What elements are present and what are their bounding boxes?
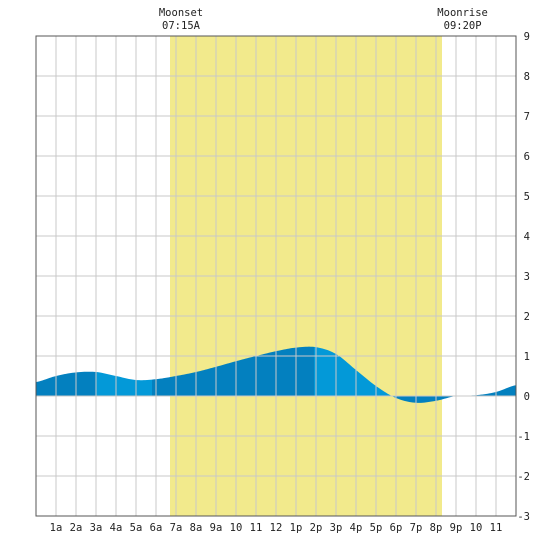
y-tick-label: 8 [524, 71, 530, 83]
x-tick-label: 9a [210, 522, 223, 534]
y-tick-label: 5 [524, 191, 530, 203]
y-tick-label: 6 [524, 151, 530, 163]
y-tick-label: -3 [517, 511, 530, 523]
tide-area-segment [36, 371, 96, 396]
tide-area-segment [96, 372, 152, 396]
x-tick-label: 8p [430, 522, 443, 534]
x-tick-label: 3a [90, 522, 103, 534]
x-tick-label: 6p [390, 522, 403, 534]
x-tick-label: 1a [50, 522, 63, 534]
x-tick-label: 12 [270, 522, 283, 534]
y-tick-label: 2 [524, 311, 530, 323]
x-tick-label: 5a [130, 522, 143, 534]
moonset-label: Moonset [159, 7, 203, 19]
x-tick-label: 4p [350, 522, 363, 534]
y-tick-label: -2 [517, 471, 530, 483]
x-tick-label: 11 [490, 522, 503, 534]
tide-area-segment [396, 385, 516, 403]
tide-area-segment [314, 346, 396, 398]
x-tick-label: 10 [470, 522, 483, 534]
y-tick-label: -1 [517, 431, 530, 443]
moonset-time: 07:15A [162, 20, 201, 32]
y-tick-label: 3 [524, 271, 530, 283]
y-tick-label: 7 [524, 111, 530, 123]
tide-area-segment [152, 346, 314, 396]
x-tick-label: 3p [330, 522, 343, 534]
x-tick-label: 7a [170, 522, 183, 534]
x-tick-label: 1p [290, 522, 303, 534]
x-tick-label: 4a [110, 522, 123, 534]
y-tick-label: 1 [524, 351, 530, 363]
y-tick-label: 9 [524, 31, 530, 43]
x-tick-label: 7p [410, 522, 423, 534]
plot-border [35, 35, 517, 517]
x-tick-label: 10 [230, 522, 243, 534]
x-tick-label: 2a [70, 522, 83, 534]
x-tick-label: 9p [450, 522, 463, 534]
y-tick-label: 0 [524, 391, 530, 403]
x-tick-label: 5p [370, 522, 383, 534]
y-tick-label: 4 [524, 231, 530, 243]
x-tick-label: 8a [190, 522, 203, 534]
moonrise-label: Moonrise [437, 7, 488, 19]
x-tick-label: 2p [310, 522, 323, 534]
x-tick-label: 11 [250, 522, 263, 534]
moonrise-time: 09:20P [444, 20, 482, 32]
x-tick-label: 6a [150, 522, 163, 534]
